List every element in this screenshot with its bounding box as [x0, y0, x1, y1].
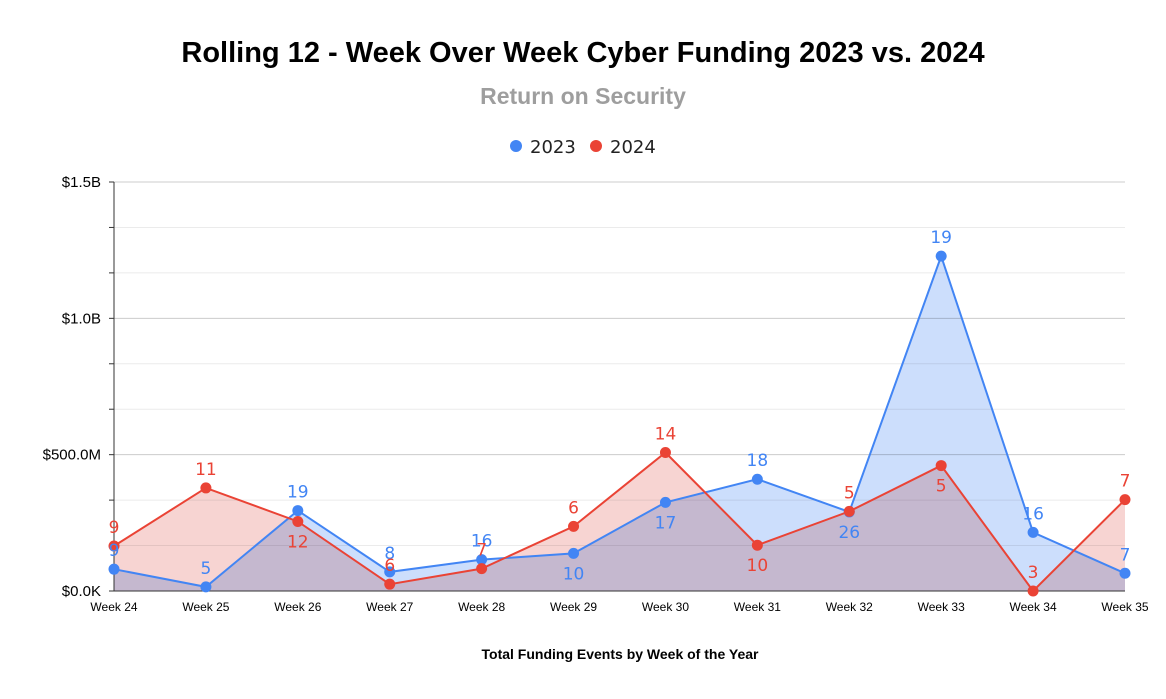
- x-tick-label: Week 30: [642, 600, 689, 614]
- point-2023-week-25: [200, 581, 212, 593]
- data-label-2023: 26: [838, 523, 860, 543]
- point-2023-week-35: [1119, 567, 1131, 579]
- data-label-2023: 18: [747, 451, 769, 471]
- point-2024-week-27: [384, 578, 396, 590]
- x-axis-ticks: Week 24 Week 25 Week 26 Week 27 Week 28 Week …: [90, 600, 1148, 614]
- legend-label-2023: 2023: [530, 137, 576, 158]
- data-label-2024: 12: [287, 532, 309, 552]
- data-label-2024: 10: [747, 556, 769, 576]
- line-2024: [113, 451, 1126, 593]
- x-tick-label: Week 27: [366, 600, 413, 614]
- data-label-2024: 3: [1028, 563, 1039, 583]
- point-2024-week-33: [935, 460, 947, 472]
- data-label-2024: 7: [476, 541, 487, 561]
- data-label-2023: 9: [109, 541, 120, 561]
- x-tick-label: Week 35: [1101, 600, 1148, 614]
- point-2024-week-28: [476, 563, 488, 575]
- data-label-2024: 6: [568, 498, 579, 518]
- data-label-2023: 8: [384, 544, 395, 564]
- data-label-2024: 5: [936, 477, 947, 497]
- x-axis-label: Total Funding Events by Week of the Year: [482, 646, 759, 662]
- x-tick-label: Week 34: [1010, 600, 1057, 614]
- data-label-2023: 16: [1022, 504, 1044, 524]
- data-label-2024: 5: [844, 483, 855, 503]
- axes: [109, 181, 1125, 592]
- legend-label-2024: 2024: [610, 137, 656, 158]
- point-2024-week-31: [751, 539, 763, 551]
- x-tick-label: Week 31: [734, 600, 781, 614]
- chart-title: Rolling 12 - Week Over Week Cyber Fundin…: [181, 37, 984, 69]
- y-axis-ticks: $0.0K $500.0M $1.0B $1.5B: [43, 174, 101, 600]
- x-tick-label: Week 28: [458, 600, 505, 614]
- point-2023-week-34: [1027, 526, 1039, 538]
- point-2024-week-24: [108, 540, 120, 552]
- point-2024-week-25: [200, 482, 212, 494]
- series-lines: [113, 253, 1126, 593]
- x-tick-label: Week 29: [550, 600, 597, 614]
- legend: 2023 2024: [510, 137, 656, 158]
- chart-subtitle: Return on Security: [480, 83, 686, 109]
- data-label-2023: 10: [563, 564, 585, 584]
- point-2023-week-33: [935, 250, 947, 262]
- y-tick-label: $0.0K: [62, 583, 101, 600]
- point-2024-week-34: [1027, 585, 1039, 597]
- x-tick-label: Week 26: [274, 600, 321, 614]
- point-2023-week-24: [108, 563, 120, 575]
- data-label-2024: 7: [1120, 472, 1131, 492]
- series-areas: [114, 256, 1125, 591]
- data-label-2023: 16: [471, 532, 493, 552]
- gridlines: [114, 181, 1125, 547]
- point-2023-week-30: [659, 496, 671, 508]
- point-2024-week-29: [568, 520, 580, 532]
- area-2024: [114, 452, 1125, 591]
- point-2024-week-35: [1119, 494, 1131, 506]
- data-label-2024: 14: [655, 424, 677, 444]
- point-2023-week-27: [384, 566, 396, 578]
- data-label-2024: 9: [109, 518, 120, 538]
- point-2023-week-31: [751, 473, 763, 485]
- data-label-2024: 11: [195, 460, 217, 480]
- data-label-2023: 17: [655, 513, 677, 533]
- point-2023-week-26: [292, 505, 304, 517]
- point-2024-week-32: [843, 505, 855, 517]
- point-2024-week-26: [292, 515, 304, 527]
- legend-marker-2023: [510, 140, 522, 152]
- data-label-2023: 19: [287, 483, 309, 503]
- data-label-2023: 19: [930, 228, 952, 248]
- x-tick-label: Week 33: [918, 600, 965, 614]
- point-2023-week-28: [476, 554, 488, 566]
- legend-marker-2024: [590, 140, 602, 152]
- series-points: [108, 250, 1131, 597]
- y-tick-label: $1.5B: [62, 174, 101, 191]
- x-tick-label: Week 25: [182, 600, 229, 614]
- data-label-2024: 6: [384, 556, 395, 576]
- y-tick-label: $1.0B: [62, 310, 101, 327]
- point-2023-week-29: [568, 547, 580, 559]
- x-tick-label: Week 32: [826, 600, 873, 614]
- x-tick-label: Week 24: [90, 600, 137, 614]
- point-2024-week-30: [659, 446, 671, 458]
- data-label-2023: 7: [1120, 545, 1131, 565]
- y-tick-label: $500.0M: [43, 447, 101, 464]
- data-label-2023: 5: [200, 559, 211, 579]
- line-2023: [113, 253, 1126, 588]
